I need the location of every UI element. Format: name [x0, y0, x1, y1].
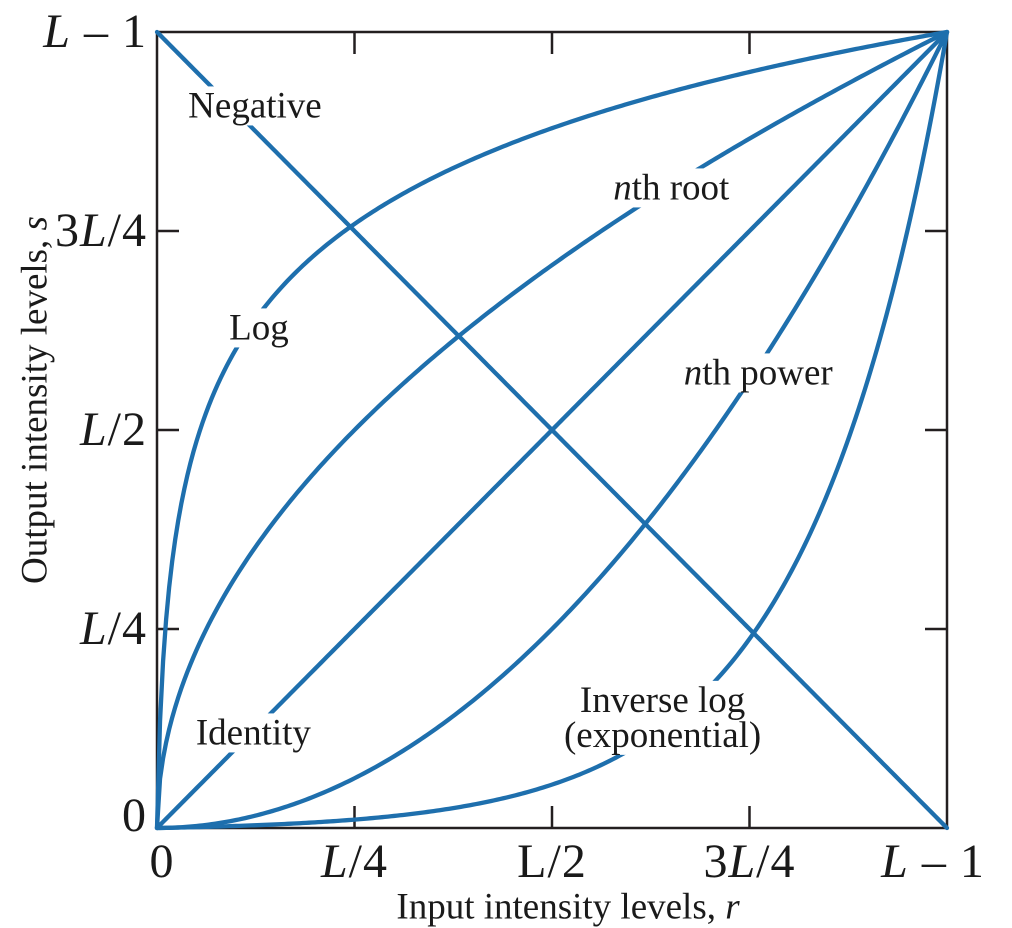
x-axis-title-text: Input intensity levels, — [396, 886, 726, 928]
curve-label-nth-power: nth power — [677, 353, 839, 393]
y-tick-label-Lm1: L – 1 — [43, 5, 147, 58]
curve-label-inverse-log: Inverse log (exponential) — [557, 681, 768, 756]
curve-label-negative: Negative — [182, 86, 328, 126]
x-tick-label-L4: L/4 — [320, 835, 389, 888]
x-tick-label-L2: L/2 — [517, 835, 587, 888]
curve-log — [154, 29, 950, 831]
curve-identity — [154, 29, 950, 831]
x-axis-title: Input intensity levels, r — [396, 889, 739, 926]
x-tick-label-3L4: 3L/4 — [703, 835, 796, 888]
y-tick-label-L2: L/2 — [79, 403, 147, 456]
x-tick-label-0: 0 — [149, 835, 175, 888]
y-axis-title-variable: s — [14, 216, 56, 231]
curve-label-identity: Identity — [189, 713, 317, 753]
curve-inverse-log — [154, 29, 950, 831]
y-tick-label-3L4: 3L/4 — [54, 204, 147, 257]
x-axis-title-variable: r — [725, 886, 740, 928]
curve-nth-power — [154, 29, 950, 831]
x-tick-label-Lm1: L – 1 — [881, 835, 985, 888]
y-tick-label-L4: L/4 — [79, 602, 147, 655]
curve-label-log: Log — [223, 308, 295, 348]
curve-nth-root — [154, 29, 950, 831]
y-tick-label-0: 0 — [122, 789, 147, 842]
curve-label-nth-root: nth root — [607, 168, 736, 208]
y-axis-title: Output intensity levels, s — [14, 216, 56, 584]
y-axis-title-text: Output intensity levels, — [14, 230, 56, 584]
